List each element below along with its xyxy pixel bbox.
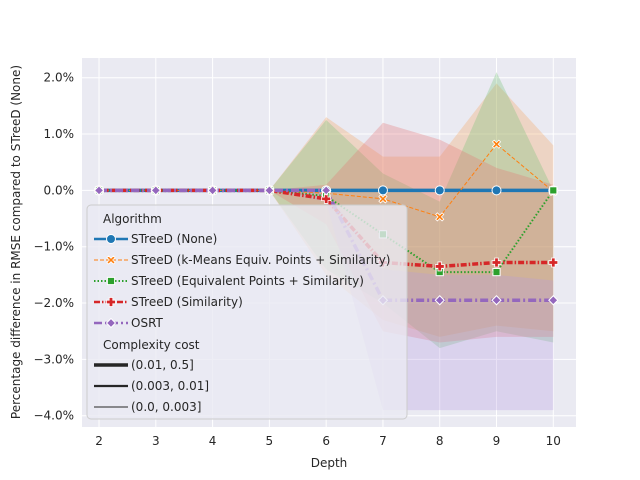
legend-label: STreeD (Similarity) (131, 295, 243, 309)
x-tick-label: 5 (266, 434, 274, 448)
x-tick-label: 2 (95, 434, 103, 448)
x-tick-label: 4 (209, 434, 217, 448)
legend-cost-entries: (0.01, 0.5] (0.003, 0.01] (0.0, 0.003] (94, 358, 209, 414)
y-tick-label: −1.0% (33, 240, 74, 254)
data-point (150, 185, 162, 196)
data-point (491, 295, 502, 306)
data-point (106, 276, 116, 286)
legend-label: STreeD (Equivalent Points + Similarity) (131, 274, 364, 288)
data-point (491, 139, 502, 149)
x-tick-label: 7 (379, 434, 387, 448)
confidence-band (269, 72, 554, 349)
x-tick-label: 8 (436, 434, 444, 448)
x-tick-label: 6 (322, 434, 330, 448)
y-tick-label: 1.0% (44, 127, 75, 141)
y-tick-label: −3.0% (33, 352, 74, 366)
legend-label: STreeD (None) (131, 232, 217, 246)
y-tick-label: 0.0% (44, 183, 75, 197)
legend-algorithm-title: Algorithm (103, 212, 162, 226)
y-axis-label: Percentage difference in RMSE compared t… (9, 65, 23, 419)
data-point (434, 185, 445, 196)
data-point (549, 186, 558, 195)
data-point (434, 261, 445, 272)
data-point (106, 255, 116, 265)
data-point (377, 185, 388, 196)
data-point (207, 185, 218, 196)
legend-label: OSRT (131, 316, 164, 330)
legend: Algorithm STreeD (None) STreeD (k-Means E… (86, 204, 408, 420)
series-markers (93, 139, 559, 306)
legend-label: (0.003, 0.01] (131, 379, 209, 393)
y-tick-label: −4.0% (33, 409, 74, 423)
data-point (548, 295, 559, 306)
data-point (434, 295, 445, 306)
legend-box (86, 204, 408, 420)
y-tick-label: 2.0% (44, 71, 75, 85)
y-tick-labels: 2.0% 1.0% 0.0% −1.0% −2.0% −3.0% −4.0% (33, 71, 74, 423)
data-point (492, 267, 501, 277)
data-point (93, 185, 105, 196)
data-point (106, 297, 116, 307)
data-point (264, 185, 275, 196)
y-tick-label: −2.0% (33, 296, 74, 310)
data-point (548, 257, 559, 268)
data-point (320, 185, 332, 196)
data-point (106, 234, 116, 244)
data-point (105, 317, 117, 329)
x-tick-label: 10 (546, 434, 561, 448)
legend-cost-title: Complexity cost (103, 338, 200, 352)
legend-series-entries: STreeD (None) STreeD (k-Means Equiv. Poin… (94, 232, 390, 330)
x-tick-labels: 2 3 4 5 6 7 8 9 10 (95, 434, 561, 448)
x-axis-label: Depth (311, 456, 348, 470)
legend-label: (0.01, 0.5] (131, 358, 194, 372)
legend-label: STreeD (k-Means Equiv. Points + Similari… (131, 253, 390, 267)
confidence-band (269, 122, 554, 343)
legend-label: (0.0, 0.003] (131, 400, 201, 414)
x-tick-label: 3 (152, 434, 160, 448)
data-point (378, 194, 388, 204)
data-point (435, 212, 445, 222)
data-point (491, 185, 502, 196)
x-tick-label: 9 (493, 434, 501, 448)
data-point (491, 257, 502, 268)
data-point (321, 193, 332, 204)
